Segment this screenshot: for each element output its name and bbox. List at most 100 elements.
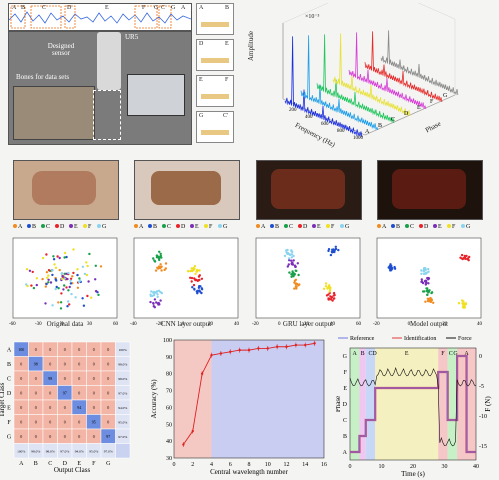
- tsne-point: [193, 288, 196, 291]
- tsne-point: [67, 289, 70, 292]
- tsne-point: [153, 298, 157, 301]
- tsne-point: [41, 256, 45, 260]
- row-summary-value: 98.0%: [118, 362, 127, 366]
- tsne-point: [425, 281, 428, 285]
- output-tick-D: D: [63, 461, 68, 467]
- freq-tick-1000: 1000: [353, 136, 364, 141]
- tsne-point: [420, 272, 423, 275]
- legend-marker-G: [340, 224, 344, 228]
- tsne-point: [290, 256, 293, 259]
- tsne-point: [420, 278, 423, 281]
- bone-photo-1: [13, 160, 119, 220]
- tsne-point: [198, 290, 202, 293]
- tsne-point: [62, 288, 65, 291]
- freq-tick-400: 400: [305, 115, 313, 120]
- tsne-point: [154, 269, 158, 272]
- tsne-row: A B C D E F G -60 -30 0 30 60 A B C D E F G -40 -20 0 20 40 A B C D…: [9, 224, 483, 327]
- accuracy-point: [294, 343, 298, 347]
- tsne-point: [79, 279, 82, 282]
- confusion-cell-value: 0: [64, 361, 66, 366]
- confusion-cell-value: 97: [106, 434, 110, 439]
- tsne-point: [67, 300, 70, 303]
- tsne-point: [49, 281, 53, 284]
- confusion-cell-value: 0: [49, 419, 51, 424]
- tsne-point: [156, 266, 159, 269]
- tsne-point: [467, 259, 470, 262]
- legend-marker-F: [83, 224, 87, 228]
- spectrum-3d-svg: A B C D E F G 200 400 600 800 1000: [282, 0, 459, 141]
- tsne-point: [159, 252, 162, 255]
- tsne-point: [325, 294, 329, 297]
- legend-marker-C: [41, 224, 45, 228]
- confusion-cell-value: 98: [34, 361, 38, 366]
- tsne-point: [58, 256, 61, 260]
- legend-label-C: C: [289, 224, 293, 230]
- legend-marker-E: [433, 224, 437, 228]
- tsne-point: [329, 253, 333, 257]
- tsne-point: [388, 264, 391, 268]
- bone-tray: [13, 86, 95, 140]
- legend-marker-E: [69, 224, 73, 228]
- strip-label-g2: G: [171, 5, 176, 11]
- legend-marker-F: [204, 224, 208, 228]
- tsne-point: [292, 259, 295, 262]
- legend-label-D: D: [60, 224, 65, 230]
- tsne-point: [152, 305, 155, 308]
- confusion-cell-value: 100: [18, 347, 24, 352]
- tsne-point: [424, 271, 427, 275]
- confusion-cell-value: 97: [63, 390, 67, 395]
- tsne-point: [158, 250, 161, 253]
- tsne-point: [47, 269, 51, 272]
- accuracy-point: [266, 347, 269, 350]
- accuracy-point: [191, 429, 194, 433]
- zoom-column: A B D E E F G C': [196, 3, 234, 143]
- tsne-point: [60, 292, 63, 295]
- legend-marker-A: [13, 224, 17, 228]
- tsne-point: [191, 286, 194, 289]
- tsne-point: [298, 283, 301, 286]
- tsne-point: [152, 257, 155, 260]
- tsne-point: [426, 293, 429, 297]
- legend-marker-D: [298, 224, 302, 228]
- tsne-point: [71, 275, 74, 278]
- tsne-point: [420, 280, 423, 284]
- accuracy-xtick: 0: [173, 462, 176, 468]
- tsne-point: [388, 267, 392, 270]
- zoom-1-from: A: [199, 5, 204, 11]
- target-tick-E: E: [7, 405, 11, 411]
- legend-text-identification: Identification: [404, 335, 436, 342]
- legend-marker-B: [148, 224, 152, 228]
- legend-marker-B: [27, 224, 31, 228]
- accuracy-xtick: 16: [321, 462, 327, 468]
- tsne-point: [81, 297, 84, 300]
- confusion-cell-value: 0: [20, 390, 22, 395]
- tsne-point: [193, 265, 197, 268]
- confusion-cell-value: 98: [48, 376, 52, 381]
- phase-ytick-D: D: [343, 402, 348, 408]
- tsne-point: [67, 271, 70, 275]
- strip-label-c: C: [42, 5, 47, 11]
- tsne-point: [190, 267, 193, 270]
- time-tick: 40: [473, 464, 479, 470]
- tsne-point: [68, 285, 71, 289]
- tsne-point: [334, 245, 337, 248]
- legend-marker-C: [162, 224, 166, 228]
- confusion-cell-value: 0: [107, 376, 109, 381]
- tsne-point: [286, 248, 289, 252]
- time-tick: 20: [410, 464, 416, 470]
- row-summary-value: 100%: [119, 348, 127, 352]
- accuracy-xtick: 14: [302, 462, 308, 468]
- phase-xlabel: Time (s): [401, 470, 425, 478]
- tsne-point: [47, 274, 50, 277]
- tsne-point: [158, 266, 162, 270]
- spectrum-3d-panel: A B C D E F G 200 400 600 800 1000 ×10⁻³ Amplitude …: [245, 0, 495, 153]
- confusion-cell-value: 0: [20, 419, 22, 424]
- tsne-xtick: -20: [252, 322, 259, 327]
- tsne-point: [332, 291, 336, 295]
- tsne-xtick: -60: [9, 322, 16, 327]
- tsne-point: [199, 285, 202, 288]
- tsne-xtick: 40: [330, 322, 336, 327]
- freq-tick-800: 800: [337, 129, 345, 134]
- tsne-point: [35, 277, 39, 280]
- legend-marker-B: [270, 224, 274, 228]
